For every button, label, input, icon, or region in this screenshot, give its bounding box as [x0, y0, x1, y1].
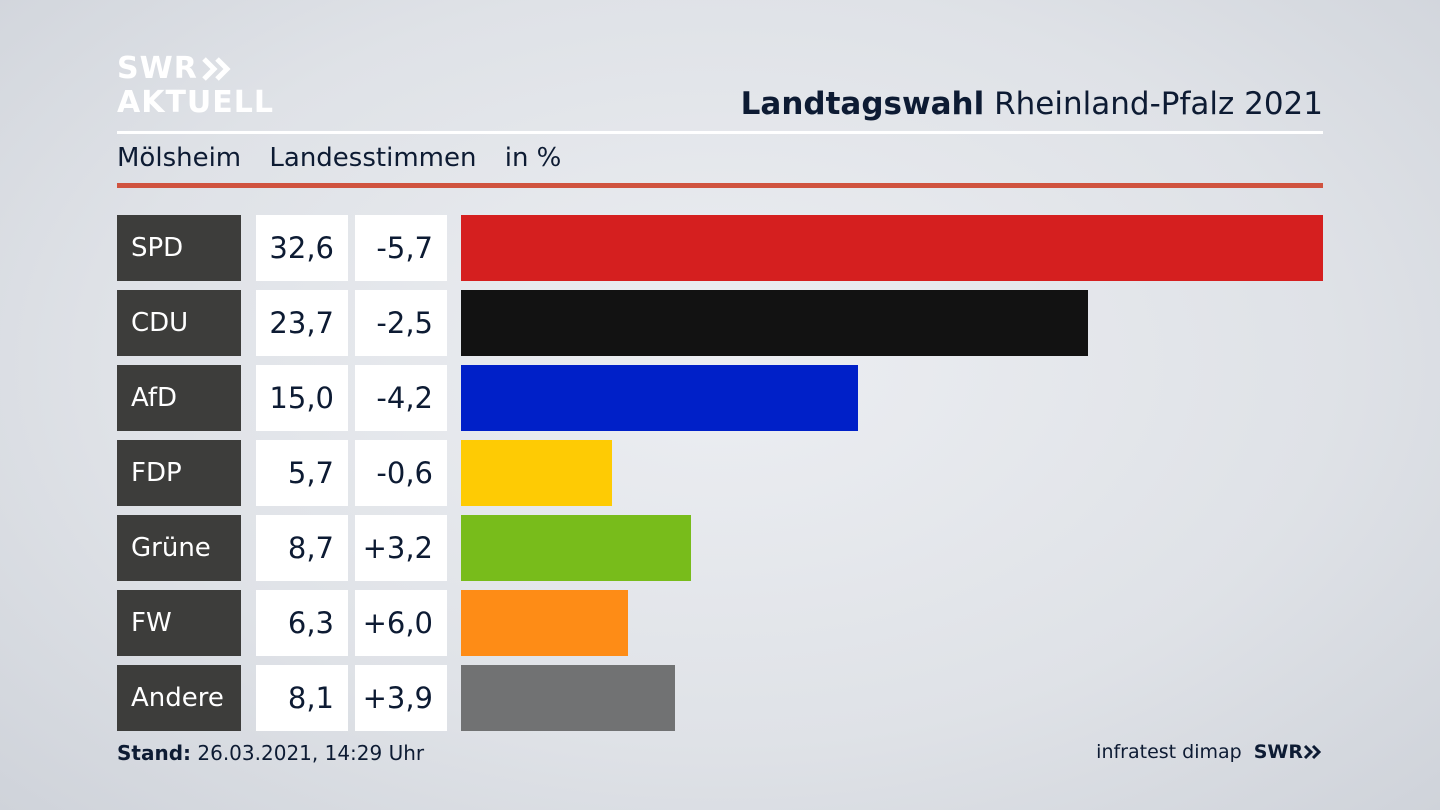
- value-label: 8,1: [256, 665, 348, 731]
- bar-row-spd: SPD 32,6 -5,7: [117, 215, 1323, 281]
- value-label: 23,7: [256, 290, 348, 356]
- value-label: 6,3: [256, 590, 348, 656]
- bar: [461, 515, 691, 581]
- party-label: FDP: [117, 440, 241, 506]
- logo-swr-text: SWR: [117, 51, 198, 86]
- stand-label: Stand:: [117, 741, 192, 765]
- diff-label: -2,5: [355, 290, 447, 356]
- subtitle-unit: in %: [504, 143, 562, 173]
- subtitle-type: Landesstimmen: [269, 143, 477, 173]
- party-label: SPD: [117, 215, 241, 281]
- bar: [461, 440, 612, 506]
- bar: [461, 290, 1088, 356]
- bar-row-andere: Andere 8,1 +3,9: [117, 665, 1323, 731]
- double-chevron-small-icon: [1303, 744, 1322, 760]
- diff-label: -0,6: [355, 440, 447, 506]
- swr-brand: SWR: [1254, 741, 1323, 763]
- value-label: 15,0: [256, 365, 348, 431]
- bar: [461, 215, 1323, 281]
- party-label: FW: [117, 590, 241, 656]
- bar-row-fw: FW 6,3 +6,0: [117, 590, 1323, 656]
- value-label: 8,7: [256, 515, 348, 581]
- title-bold: Landtagswahl: [740, 86, 985, 122]
- swr-brand-text: SWR: [1253, 741, 1303, 763]
- chart-title: Landtagswahl Rheinland-Pfalz 2021: [741, 86, 1323, 122]
- timestamp: Stand: 26.03.2021, 14:29 Uhr: [117, 741, 424, 765]
- diff-label: +6,0: [355, 590, 447, 656]
- bar: [461, 590, 628, 656]
- value-label: 5,7: [256, 440, 348, 506]
- source-text: infratest dimap: [1096, 741, 1242, 763]
- bar-row-cdu: CDU 23,7 -2,5: [117, 290, 1323, 356]
- diff-label: -4,2: [355, 365, 447, 431]
- swr-aktuell-logo: SWR AKTUELL: [117, 54, 274, 118]
- bar: [461, 665, 675, 731]
- diff-label: +3,9: [355, 665, 447, 731]
- party-label: AfD: [117, 365, 241, 431]
- bar-row-afd: AfD 15,0 -4,2: [117, 365, 1323, 431]
- diff-label: +3,2: [355, 515, 447, 581]
- stand-value: 26.03.2021, 14:29 Uhr: [197, 741, 425, 765]
- party-label: CDU: [117, 290, 241, 356]
- logo-aktuell-text: AKTUELL: [117, 85, 275, 120]
- subtitle-place: Mölsheim: [117, 143, 242, 173]
- party-label: Andere: [117, 665, 241, 731]
- subtitle-divider: [117, 183, 1323, 188]
- diff-label: -5,7: [355, 215, 447, 281]
- chart-subtitle: Mölsheim Landesstimmen in %: [117, 143, 581, 173]
- title-rest: Rheinland-Pfalz 2021: [994, 86, 1323, 122]
- bar: [461, 365, 858, 431]
- header-divider: [117, 131, 1323, 134]
- bar-row-fdp: FDP 5,7 -0,6: [117, 440, 1323, 506]
- source-credit: infratest dimap SWR: [1096, 741, 1323, 763]
- party-label: Grüne: [117, 515, 241, 581]
- double-chevron-icon: [202, 57, 232, 81]
- value-label: 32,6: [256, 215, 348, 281]
- bar-row-grüne: Grüne 8,7 +3,2: [117, 515, 1323, 581]
